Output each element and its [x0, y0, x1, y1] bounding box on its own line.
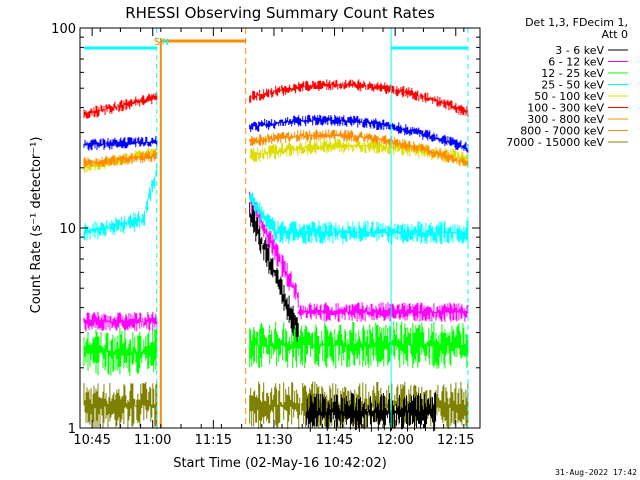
series-800-7000-kev-end [249, 129, 469, 167]
series-300-800-kev-start [83, 136, 158, 151]
flag-label-s: S [154, 37, 160, 48]
y-tick-label: 100 [51, 22, 76, 37]
series-6-12-kev-end [297, 302, 469, 322]
series-25-50-kev-start [83, 211, 146, 241]
series-6-12-kev-start [83, 311, 158, 332]
chart-title: RHESSI Observing Summary Count Rates [125, 4, 435, 22]
series-12-25-kev-end [249, 321, 469, 369]
legend-entry: 25 - 50 keV [541, 79, 604, 92]
legend-header: Att 0 [602, 28, 628, 41]
x-tick-label: 11:45 [316, 433, 353, 448]
series-25-50-kev-decay [249, 192, 275, 235]
x-tick-label: 10:45 [73, 433, 110, 448]
series-300-800-kev-end [249, 114, 469, 153]
legend-entry: 100 - 300 keV [527, 102, 604, 115]
legend-entry: 3 - 6 keV [555, 44, 604, 57]
series-7000-15000-kev-start [83, 382, 158, 430]
series-3-6-kev-decay [249, 202, 299, 342]
series-25-50-kev-rise [144, 164, 158, 219]
series-800-7000-kev-start [83, 150, 158, 169]
x-tick-label: 11:15 [195, 433, 232, 448]
x-axis-label: Start Time (02-May-16 10:42:02) [173, 456, 387, 471]
legend-header: Det 1,3, FDecim 1, [525, 16, 628, 29]
legend-entry: 6 - 12 keV [548, 56, 604, 69]
legend-entry: 300 - 800 keV [527, 113, 604, 126]
series-3-6-kev-end [305, 392, 437, 432]
legend-entry: 50 - 100 keV [534, 90, 604, 103]
x-tick-label: 11:00 [134, 433, 171, 448]
y-axis-label: Count Rate (s⁻¹ detector⁻¹) [29, 137, 44, 314]
series-25-50-kev-end [273, 220, 469, 245]
x-tick-label: 12:00 [376, 433, 413, 448]
series-100-300-kev-start [83, 92, 158, 119]
timestamp: 31-Aug-2022 17:42 [555, 468, 637, 477]
x-tick-label: 11:30 [255, 433, 292, 448]
legend-entry: 800 - 7000 keV [520, 125, 604, 138]
flag-label-n: N [162, 37, 169, 48]
y-tick-label: 1 [68, 422, 76, 437]
y-tick-label: 10 [59, 222, 76, 237]
x-tick-label: 12:15 [437, 433, 474, 448]
axes: 10:45 11:00 11:15 11:30 11:45 12:00 12:15 1 10 10… [51, 22, 481, 448]
legend-entry: 7000 - 15000 keV [506, 136, 604, 149]
series-100-300-kev-end [249, 79, 469, 117]
legend-entry: 12 - 25 keV [541, 67, 604, 80]
series-12-25-kev-start [83, 328, 158, 376]
